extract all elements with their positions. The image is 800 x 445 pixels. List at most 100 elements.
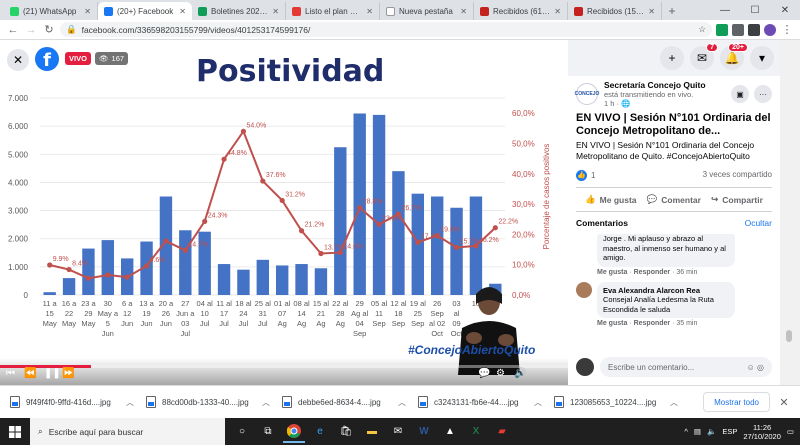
browser-tab[interactable]: (21) WhatsApp ✕: [4, 2, 98, 20]
create-button[interactable]: +: [660, 46, 684, 70]
close-downloads-icon[interactable]: ✕: [779, 396, 789, 409]
close-video-button[interactable]: ✕: [7, 49, 29, 71]
comment-reply-link[interactable]: Responder: [633, 268, 671, 276]
post-hashtag[interactable]: #ConcejoAbiertoQuito: [666, 151, 750, 161]
comment-reply-link[interactable]: Responder: [633, 320, 671, 327]
tab-close-icon[interactable]: ✕: [179, 6, 186, 16]
browser-tab[interactable]: (20+) Facebook ✕: [98, 2, 192, 20]
forward-button[interactable]: →: [25, 23, 37, 36]
chrome-icon[interactable]: [283, 421, 305, 443]
profile-avatar[interactable]: [764, 23, 776, 36]
share-count[interactable]: 3 veces compartido: [702, 170, 772, 179]
volume-icon[interactable]: 🔊: [514, 368, 527, 379]
comment-like-link[interactable]: Me gusta: [597, 268, 628, 276]
windows-start-icon[interactable]: [0, 418, 30, 445]
rewind-icon[interactable]: ⏪: [24, 368, 37, 379]
extension-music-icon[interactable]: [748, 23, 760, 36]
emoji-icon[interactable]: ☺: [746, 362, 755, 372]
maximize-button[interactable]: ☐: [750, 4, 760, 16]
download-item[interactable]: 9f49f4f0-9ffd-416d....jpg ︿: [6, 391, 138, 413]
download-item[interactable]: 123085653_10224....jpg ︿: [550, 391, 682, 413]
comment-like-link[interactable]: Me gusta: [597, 320, 628, 327]
download-chevron-icon[interactable]: ︿: [126, 397, 134, 407]
taskbar-search[interactable]: ⌕ Escribe aquí para buscar: [30, 418, 225, 445]
mail-icon[interactable]: ✉: [393, 426, 403, 437]
star-icon[interactable]: ☆: [698, 24, 706, 34]
show-all-downloads-button[interactable]: Mostrar todo: [703, 392, 770, 412]
new-tab-button[interactable]: +: [668, 4, 676, 18]
download-chevron-icon[interactable]: ︿: [262, 397, 270, 407]
back-button[interactable]: ←: [7, 23, 19, 36]
store-icon[interactable]: 🛍: [339, 426, 353, 437]
panel-scrollbar[interactable]: [780, 40, 800, 385]
notifications-button[interactable]: 🔔 20+: [720, 43, 748, 70]
messenger-button[interactable]: ✉ 7: [690, 43, 718, 70]
minimize-button[interactable]: —: [720, 4, 730, 16]
like-count[interactable]: 1: [591, 171, 596, 180]
commenter-name[interactable]: Eva Alexandra Alarcon Rea: [603, 285, 700, 295]
tab-close-icon[interactable]: ✕: [84, 6, 91, 16]
download-chevron-icon[interactable]: ︿: [534, 397, 542, 407]
comment-time[interactable]: 35 min: [676, 320, 698, 327]
extension-puzzle-icon[interactable]: [732, 23, 744, 36]
photos-icon[interactable]: ▲: [445, 426, 455, 437]
facebook-logo[interactable]: f: [35, 47, 59, 71]
download-chevron-icon[interactable]: ︿: [670, 397, 678, 407]
video-player[interactable]: ✕ f VIVO 👁 167 Positividad 0 1.000 2.000 3.…: [0, 40, 568, 385]
post-time[interactable]: 1 h: [604, 99, 615, 108]
clock[interactable]: 11:26 27/10/2020: [743, 423, 781, 441]
tab-close-icon[interactable]: ✕: [554, 6, 561, 16]
excel-icon[interactable]: X: [472, 426, 480, 437]
edge-icon[interactable]: e: [317, 426, 323, 437]
account-menu-button[interactable]: ▾: [750, 46, 774, 70]
comment-time[interactable]: 36 min: [676, 268, 698, 276]
file-explorer-icon[interactable]: ▬: [367, 426, 377, 437]
browser-tab[interactable]: Boletines 2020 - p ✕: [192, 2, 286, 20]
task-view-icon[interactable]: ⧉: [264, 426, 272, 437]
word-icon[interactable]: W: [419, 426, 429, 437]
my-avatar[interactable]: [576, 358, 594, 376]
download-item[interactable]: debbe6ed-8634-4....jpg ︿: [278, 391, 410, 413]
pdf-icon[interactable]: ▰: [498, 426, 506, 437]
camera-icon[interactable]: ◎: [757, 362, 764, 372]
save-post-icon[interactable]: ▣: [731, 85, 749, 103]
comment-button[interactable]: 💬 Comentar: [647, 194, 701, 205]
page-avatar[interactable]: CONCEJO: [575, 83, 599, 105]
share-button[interactable]: ↪ Compartir: [711, 194, 763, 205]
tab-close-icon[interactable]: ✕: [460, 6, 467, 16]
download-item[interactable]: c3243131-fb6e-44....jpg ︿: [414, 391, 546, 413]
tab-close-icon[interactable]: ✕: [648, 6, 655, 16]
cortana-icon[interactable]: ○: [238, 426, 246, 437]
page-name[interactable]: Secretaría Concejo Quito: [604, 80, 706, 90]
comment-icon[interactable]: 💬: [478, 368, 491, 379]
download-chevron-icon[interactable]: ︿: [398, 397, 406, 407]
browser-tab[interactable]: Nueva pestaña ✕: [380, 2, 474, 20]
commenter-avatar[interactable]: [576, 281, 592, 298]
reload-button[interactable]: ↻: [44, 24, 54, 36]
browser-menu-icon[interactable]: ⋮: [781, 24, 793, 36]
skip-back-icon[interactable]: ⏮: [6, 368, 15, 379]
download-item[interactable]: 88cd00db-1333-40....jpg ︿: [142, 391, 274, 413]
close-window-button[interactable]: ✕: [780, 4, 790, 16]
language-indicator[interactable]: ESP: [722, 427, 738, 436]
network-icon[interactable]: ▤: [693, 427, 701, 436]
tab-close-icon[interactable]: ✕: [272, 6, 279, 16]
hide-comments-link[interactable]: Ocultar: [744, 218, 772, 228]
forward-icon[interactable]: ⏩: [62, 368, 75, 379]
address-bar[interactable]: 🔒 facebook.com/336598203155799/videos/40…: [60, 22, 712, 37]
video-progress-bar[interactable]: [0, 365, 568, 368]
speaker-icon[interactable]: 🔈: [707, 427, 717, 436]
browser-tab[interactable]: Listo el plan opera ✕: [286, 2, 380, 20]
x-tick-label: Jun: [121, 319, 133, 328]
like-button[interactable]: 👍 Me gusta: [585, 194, 636, 205]
settings-icon[interactable]: ⚙: [496, 368, 505, 379]
tab-close-icon[interactable]: ✕: [366, 6, 373, 16]
pause-icon[interactable]: ❚❚: [44, 368, 61, 379]
tray-chevron-icon[interactable]: ^: [684, 427, 688, 436]
extension-check-icon[interactable]: [716, 23, 728, 36]
more-options-icon[interactable]: ···: [754, 85, 772, 103]
comment-input[interactable]: Escribe un comentario... ☺ ◎: [600, 357, 772, 377]
browser-tab[interactable]: Recibidos (156) - c ✕: [568, 2, 662, 20]
action-center-icon[interactable]: ▭: [786, 427, 794, 436]
browser-tab[interactable]: Recibidos (61) - co ✕: [474, 2, 568, 20]
